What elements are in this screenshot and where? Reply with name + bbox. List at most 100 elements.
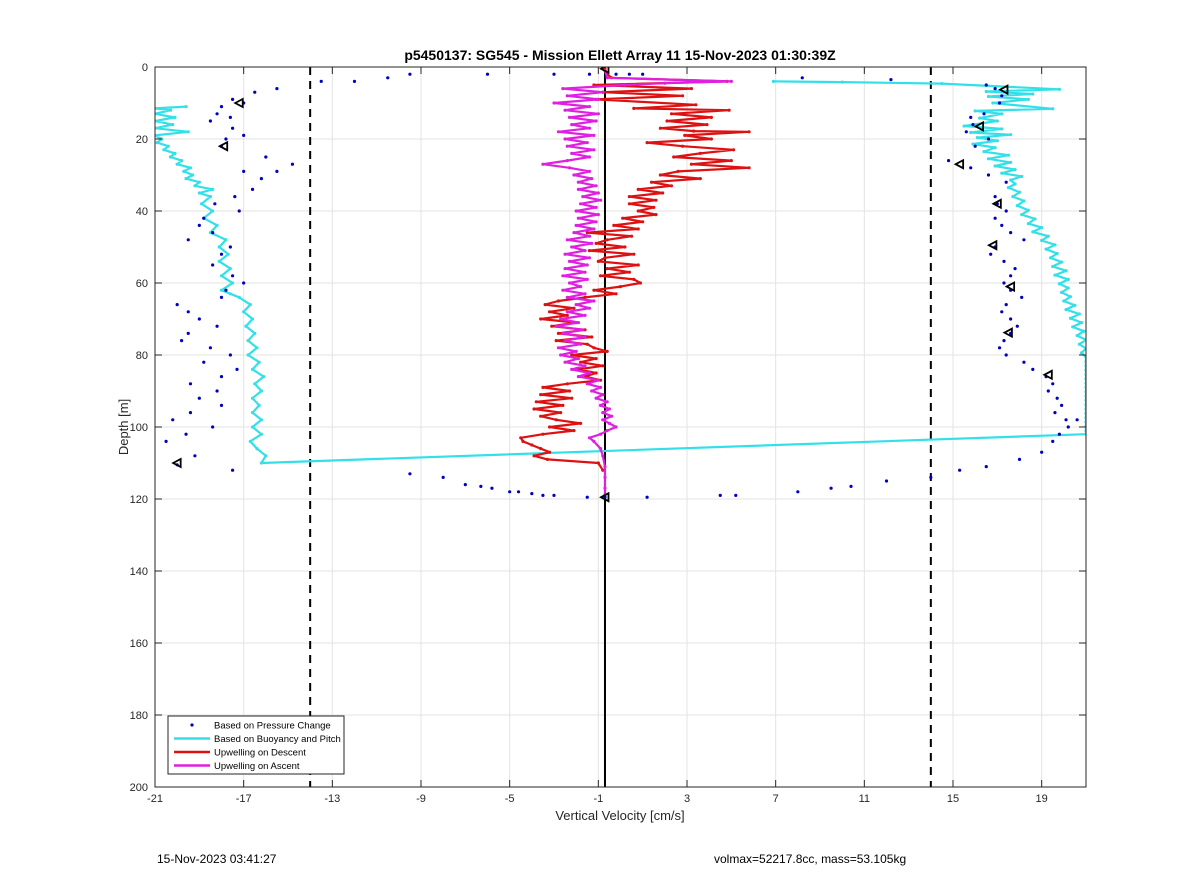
- pressure-change-dot: [408, 72, 412, 76]
- pressure-change-dot: [997, 101, 1002, 105]
- series-point-upwelling-on-ascent: [572, 173, 576, 177]
- series-point-upwelling-on-descent: [729, 159, 733, 163]
- pressure-change-dot: [800, 76, 804, 80]
- series-point-based-on-buoyancy-and-pitch: [1026, 208, 1030, 212]
- series-point-based-on-buoyancy-and-pitch: [197, 191, 201, 195]
- series-point-upwelling-on-descent: [596, 461, 600, 465]
- series-point-upwelling-on-descent: [683, 133, 687, 137]
- series-point-upwelling-on-ascent: [576, 187, 580, 191]
- series-point-upwelling-on-ascent: [729, 79, 733, 83]
- series-point-upwelling-on-ascent: [565, 94, 569, 98]
- x-tick-label: 3: [684, 793, 690, 805]
- series-point-based-on-buoyancy-and-pitch: [969, 130, 973, 135]
- series-point-upwelling-on-ascent: [579, 285, 583, 289]
- series-point-based-on-buoyancy-and-pitch: [1060, 290, 1064, 294]
- series-point-based-on-buoyancy-and-pitch: [1022, 199, 1026, 203]
- series-point-upwelling-on-descent: [627, 270, 631, 274]
- series-point-based-on-buoyancy-and-pitch: [215, 223, 219, 227]
- series-point-upwelling-on-ascent: [596, 378, 600, 382]
- series-point-upwelling-on-descent: [636, 263, 640, 267]
- series-point-based-on-buoyancy-and-pitch: [771, 79, 776, 83]
- pressure-change-dot: [197, 396, 201, 400]
- series-point-based-on-buoyancy-and-pitch: [1068, 295, 1073, 299]
- pressure-change-dot: [614, 72, 618, 76]
- pressure-change-dot: [986, 137, 991, 141]
- series-point-upwelling-on-ascent: [565, 144, 569, 148]
- pressure-change-dot: [171, 418, 175, 422]
- pressure-change-dot: [184, 432, 188, 436]
- series-point-upwelling-on-ascent: [585, 263, 589, 267]
- series-point-based-on-buoyancy-and-pitch: [1079, 321, 1084, 325]
- pressure-change-dot: [989, 252, 993, 256]
- series-point-upwelling-on-ascent: [559, 353, 563, 357]
- series-point-upwelling-on-descent: [661, 191, 665, 195]
- series-point-based-on-buoyancy-and-pitch: [224, 238, 228, 242]
- series-point-based-on-buoyancy-and-pitch: [991, 101, 995, 105]
- pressure-change-dot: [408, 472, 412, 476]
- x-tick-label: -21: [147, 793, 163, 805]
- series-point-upwelling-on-ascent: [598, 385, 603, 389]
- series-point-upwelling-on-ascent: [567, 115, 572, 119]
- series-point-upwelling-on-descent: [680, 94, 685, 98]
- series-point-upwelling-on-descent: [579, 421, 583, 425]
- series-point-based-on-buoyancy-and-pitch: [1013, 182, 1017, 186]
- series-point-based-on-buoyancy-and-pitch: [175, 162, 179, 166]
- series-point-upwelling-on-ascent: [592, 227, 596, 231]
- series-point-upwelling-on-ascent: [561, 288, 565, 292]
- series-point-upwelling-on-descent: [612, 223, 616, 227]
- pressure-change-dot: [186, 238, 190, 242]
- series-point-upwelling-on-descent: [519, 436, 523, 440]
- pressure-change-dot: [186, 331, 190, 335]
- series-point-upwelling-on-ascent: [574, 303, 578, 307]
- series-point-upwelling-on-ascent: [574, 223, 578, 227]
- pressure-change-dot: [1013, 267, 1017, 271]
- series-point-based-on-buoyancy-and-pitch: [1040, 225, 1044, 230]
- series-point-upwelling-on-ascent: [563, 252, 567, 256]
- series-point-upwelling-on-ascent: [587, 234, 592, 238]
- series-point-upwelling-on-ascent: [559, 317, 563, 321]
- series-point-based-on-buoyancy-and-pitch: [1020, 213, 1024, 217]
- series-point-based-on-buoyancy-and-pitch: [257, 403, 261, 407]
- series-line-based-on-buoyancy-and-pitch: [155, 80, 1086, 465]
- y-tick-label: 60: [136, 278, 148, 290]
- series-point-upwelling-on-ascent: [596, 112, 600, 116]
- series-point-upwelling-on-ascent: [596, 213, 600, 217]
- pressure-change-dot: [202, 216, 206, 220]
- pressure-change-dot: [829, 486, 833, 490]
- series-point-upwelling-on-descent: [636, 209, 640, 213]
- series-point-based-on-buoyancy-and-pitch: [1060, 260, 1064, 264]
- x-tick-label: -13: [324, 793, 340, 805]
- pressure-change-dot: [984, 83, 988, 87]
- series-point-based-on-buoyancy-and-pitch: [197, 180, 201, 184]
- series-point-upwelling-on-ascent: [594, 184, 598, 188]
- pressure-change-dot: [211, 231, 215, 235]
- series-point-based-on-buoyancy-and-pitch: [217, 245, 221, 249]
- pressure-change-dot: [180, 339, 184, 343]
- series-point-upwelling-on-descent: [605, 267, 609, 271]
- triangle-marker: [599, 67, 610, 75]
- pressure-change-dot: [230, 274, 235, 278]
- series-point-based-on-buoyancy-and-pitch: [1046, 234, 1050, 238]
- series-point-upwelling-on-descent: [541, 432, 545, 436]
- y-tick-label: 20: [136, 134, 148, 146]
- series-point-upwelling-on-ascent: [598, 447, 603, 451]
- x-tick-label: 7: [773, 793, 779, 805]
- pressure-change-dot: [1004, 209, 1008, 213]
- y-tick-label: 200: [130, 782, 148, 794]
- series-point-based-on-buoyancy-and-pitch: [248, 303, 252, 307]
- series-point-based-on-buoyancy-and-pitch: [250, 425, 255, 429]
- series-point-based-on-buoyancy-and-pitch: [255, 447, 259, 451]
- pressure-change-dot: [929, 475, 933, 479]
- y-tick-label: 160: [130, 638, 148, 650]
- x-tick-label: -5: [505, 793, 515, 805]
- series-point-based-on-buoyancy-and-pitch: [259, 432, 263, 436]
- series-point-upwelling-on-descent: [747, 130, 751, 134]
- pressure-change-dot: [242, 133, 246, 137]
- legend-label-upwelling-on-descent: Upwelling on Descent: [214, 748, 306, 759]
- series-point-based-on-buoyancy-and-pitch: [1000, 127, 1004, 131]
- series-point-based-on-buoyancy-and-pitch: [250, 367, 255, 371]
- series-point-based-on-buoyancy-and-pitch: [971, 142, 975, 146]
- series-point-upwelling-on-ascent: [663, 81, 667, 85]
- series-point-upwelling-on-ascent: [563, 339, 567, 343]
- series-point-upwelling-on-ascent: [574, 209, 578, 213]
